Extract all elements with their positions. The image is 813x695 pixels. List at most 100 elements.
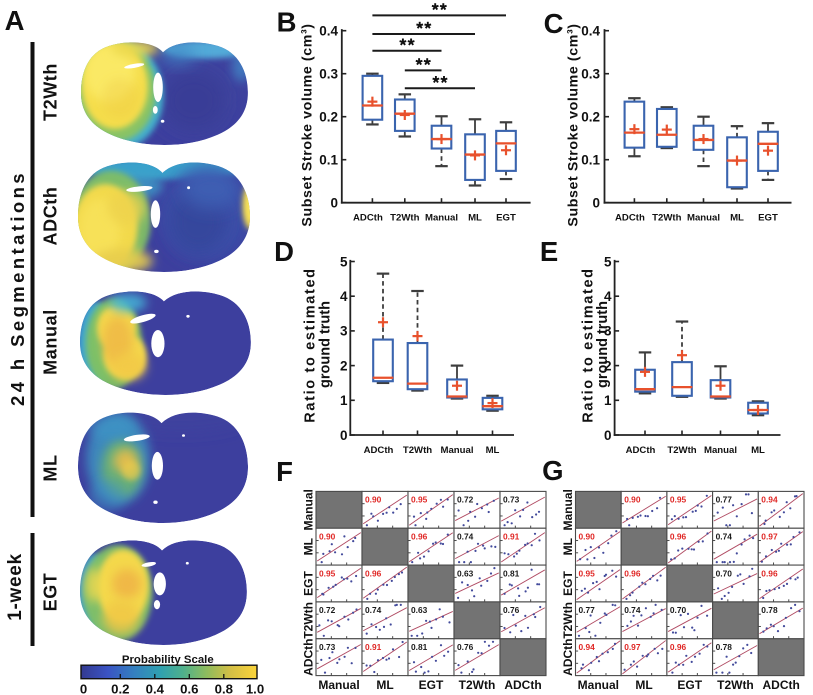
svg-text:Manual: Manual [578,678,619,692]
svg-text:EGT: EGT [758,213,778,224]
svg-text:T2Wth: T2Wth [652,213,681,224]
svg-text:D: D [274,236,294,267]
svg-text:0.96: 0.96 [365,568,382,578]
svg-text:ground truth: ground truth [317,301,333,388]
svg-text:ML: ML [730,213,744,224]
svg-text:0.95: 0.95 [579,568,596,578]
svg-text:0.4: 0.4 [581,24,600,39]
svg-text:0.96: 0.96 [624,568,641,578]
svg-text:EGT: EGT [302,570,316,595]
svg-text:3: 3 [340,324,348,339]
svg-text:ML: ML [468,213,482,224]
svg-text:3: 3 [604,324,612,339]
svg-text:0: 0 [604,428,612,443]
svg-text:0: 0 [592,196,600,211]
svg-text:ML: ML [561,538,575,555]
svg-text:G: G [542,455,563,486]
svg-text:0.76: 0.76 [503,605,520,615]
svg-text:0.73: 0.73 [319,642,336,652]
svg-text:0.74: 0.74 [457,531,474,541]
svg-text:Manual: Manual [318,678,359,692]
svg-text:0.95: 0.95 [319,568,336,578]
svg-text:EGT: EGT [496,213,516,224]
svg-text:0.70: 0.70 [670,605,687,615]
svg-text:0.78: 0.78 [761,605,778,615]
svg-text:Manual: Manual [561,489,575,530]
svg-text:ML: ML [751,445,765,456]
svg-text:Manual: Manual [687,213,720,224]
svg-text:0.91: 0.91 [503,531,520,541]
svg-text:0.94: 0.94 [579,642,596,652]
svg-text:Ratio to estimated: Ratio to estimated [303,267,319,422]
svg-text:ADCth: ADCth [353,213,383,224]
svg-text:0.74: 0.74 [365,605,382,615]
svg-text:T2Wth: T2Wth [302,602,316,639]
svg-text:A: A [5,5,25,36]
svg-text:0.8: 0.8 [215,682,233,695]
svg-text:0.73: 0.73 [503,495,520,505]
svg-text:ADCth: ADCth [302,639,316,676]
svg-text:ADCth: ADCth [561,639,575,676]
svg-text:T2Wth: T2Wth [390,213,419,224]
svg-text:Subset Stroke volume (cm³): Subset Stroke volume (cm³) [300,23,316,226]
svg-text:0.3: 0.3 [319,67,338,82]
svg-text:T2Wth: T2Wth [717,678,754,692]
svg-text:ADCth: ADCth [504,678,541,692]
svg-text:1.0: 1.0 [246,682,264,695]
svg-text:Probability Scale: Probability Scale [122,654,214,666]
svg-text:0.95: 0.95 [411,495,428,505]
svg-text:EGT: EGT [677,678,702,692]
svg-text:0.2: 0.2 [581,110,600,125]
svg-text:0.78: 0.78 [716,642,733,652]
svg-text:T2Wth: T2Wth [403,445,432,456]
svg-text:0.77: 0.77 [716,495,733,505]
svg-text:EGT: EGT [41,573,61,612]
svg-text:4: 4 [340,289,348,304]
svg-text:2: 2 [604,358,612,373]
svg-text:0: 0 [330,196,338,211]
svg-text:2: 2 [340,358,348,373]
svg-text:ML: ML [486,445,500,456]
svg-text:0.90: 0.90 [365,495,382,505]
svg-text:ADCth: ADCth [762,678,799,692]
svg-text:0.90: 0.90 [624,495,641,505]
svg-text:0: 0 [340,428,348,443]
svg-text:0.4: 0.4 [146,682,165,695]
svg-text:0.2: 0.2 [111,682,129,695]
svg-text:0.96: 0.96 [761,568,778,578]
svg-text:Ratio to estimated: Ratio to estimated [581,267,597,422]
svg-text:Manual: Manual [704,445,737,456]
svg-text:1: 1 [604,393,612,408]
svg-text:0.96: 0.96 [670,642,687,652]
svg-text:Manual: Manual [41,309,61,375]
svg-text:T2Wth: T2Wth [667,445,696,456]
svg-text:ML: ML [302,538,316,555]
svg-text:0.72: 0.72 [319,605,336,615]
svg-text:ML: ML [635,678,652,692]
svg-text:EGT: EGT [419,678,444,692]
svg-text:T2Wth: T2Wth [561,602,575,639]
svg-text:EGT: EGT [561,570,575,595]
svg-text:0.74: 0.74 [716,531,733,541]
svg-text:0.72: 0.72 [457,495,474,505]
svg-text:0.94: 0.94 [761,495,778,505]
svg-text:Manual: Manual [425,213,458,224]
svg-text:5: 5 [604,254,612,269]
svg-text:0.63: 0.63 [457,568,474,578]
svg-text:ADCth: ADCth [41,187,61,246]
svg-text:0.95: 0.95 [670,495,687,505]
svg-text:0.76: 0.76 [457,642,474,652]
svg-text:T2Wth: T2Wth [41,63,61,121]
svg-text:0.96: 0.96 [411,531,428,541]
svg-text:ML: ML [41,454,61,481]
svg-text:ADCth: ADCth [615,213,645,224]
svg-text:ground truth: ground truth [595,301,611,388]
svg-text:0.91: 0.91 [365,642,382,652]
svg-text:0.1: 0.1 [581,153,600,168]
svg-text:0.3: 0.3 [581,67,600,82]
svg-text:Manual: Manual [302,489,316,530]
svg-text:B: B [277,7,297,38]
svg-text:0.81: 0.81 [503,568,520,578]
svg-text:1: 1 [340,393,348,408]
svg-text:ADCth: ADCth [626,445,656,456]
